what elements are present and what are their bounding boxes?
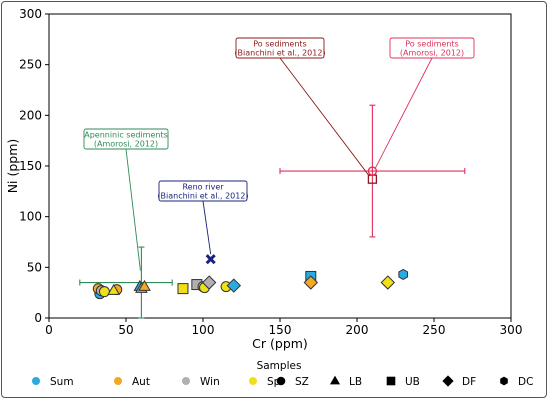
data-point — [98, 286, 110, 298]
po-amorosi-marker — [367, 166, 378, 176]
x-tick-label: 50 — [118, 323, 133, 337]
y-tick-label: 0 — [34, 311, 42, 325]
y-tick-label: 300 — [19, 7, 42, 21]
annotation-leader-line — [374, 57, 433, 169]
annotation-box — [235, 37, 325, 59]
data-point — [177, 283, 189, 295]
annotation-box — [389, 37, 475, 59]
x-tick-label: 150 — [269, 323, 292, 337]
annotation-title: Po sediments — [253, 40, 306, 49]
reference-layer — [79, 104, 466, 319]
annotation-title: Po sediments — [405, 40, 458, 49]
legend-season-label: Win — [200, 376, 220, 388]
legend-season-marker — [32, 377, 40, 385]
annotations: Apenninic sediments(Amorosi, 2012)Reno r… — [83, 37, 475, 271]
legend-site-label: SZ — [295, 376, 309, 388]
annotation-box — [158, 180, 248, 202]
legend-season-marker — [182, 377, 190, 385]
reno-river-marker — [205, 254, 216, 265]
plot-area-frame — [48, 13, 512, 319]
legend-season-label: Sum — [50, 376, 74, 388]
legend-site-label: LB — [349, 376, 362, 388]
annotation-source: (Amorosi, 2012) — [94, 140, 158, 149]
x-axis-label: Cr (ppm) — [252, 336, 308, 351]
data-point — [138, 279, 151, 291]
legend-title: Samples — [257, 360, 302, 372]
data-point — [303, 275, 319, 290]
y-tick-label: 200 — [19, 108, 42, 122]
annotation-source: (Bianchini et al., 2012) — [234, 49, 325, 58]
legend-site-marker — [386, 376, 396, 386]
legend-season-label: Aut — [132, 376, 150, 388]
x-tick-label: 200 — [346, 323, 369, 337]
y-tick-label: 50 — [27, 260, 42, 274]
legend-season-marker — [249, 377, 257, 385]
legend-site-marker — [329, 375, 341, 385]
data-point — [201, 275, 217, 290]
data-point — [380, 275, 396, 290]
x-tick-label: 250 — [423, 323, 446, 337]
axes: 0 50 100 150 200 250 300 0 50 100 150 200 250 300 Cr (… — [5, 7, 522, 351]
y-tick-label: 250 — [19, 58, 42, 72]
annotation-source: (Bianchini et al., 2012) — [157, 192, 248, 201]
data-point — [226, 278, 242, 293]
annotation-title: Apenninic sediments — [84, 131, 168, 140]
x-tick-label: 0 — [45, 323, 53, 337]
x-tick-label: 100 — [192, 323, 215, 337]
legend-site-marker — [276, 376, 286, 386]
annotation-source: (Amorosi, 2012) — [400, 49, 464, 58]
annotation-title: Reno river — [182, 183, 224, 192]
y-axis-label: Ni (ppm) — [5, 139, 20, 194]
legend-site-marker — [500, 376, 508, 386]
data-point — [107, 283, 121, 295]
annotation-leader-line — [202, 200, 212, 255]
annotation-leader-line — [279, 57, 370, 177]
legend-season-marker — [114, 377, 122, 385]
legend-site-label: UB — [405, 376, 420, 388]
legend-site-label: DC — [518, 376, 533, 388]
y-tick-label: 100 — [19, 210, 42, 224]
annotation-leader-line — [125, 148, 141, 271]
legend-site-marker — [442, 375, 454, 387]
data-points — [92, 268, 409, 300]
y-tick-label: 150 — [19, 159, 42, 173]
annotation-box — [83, 128, 169, 150]
data-point — [398, 268, 409, 281]
legend-site-label: DF — [462, 376, 476, 388]
x-tick-label: 300 — [500, 323, 523, 337]
